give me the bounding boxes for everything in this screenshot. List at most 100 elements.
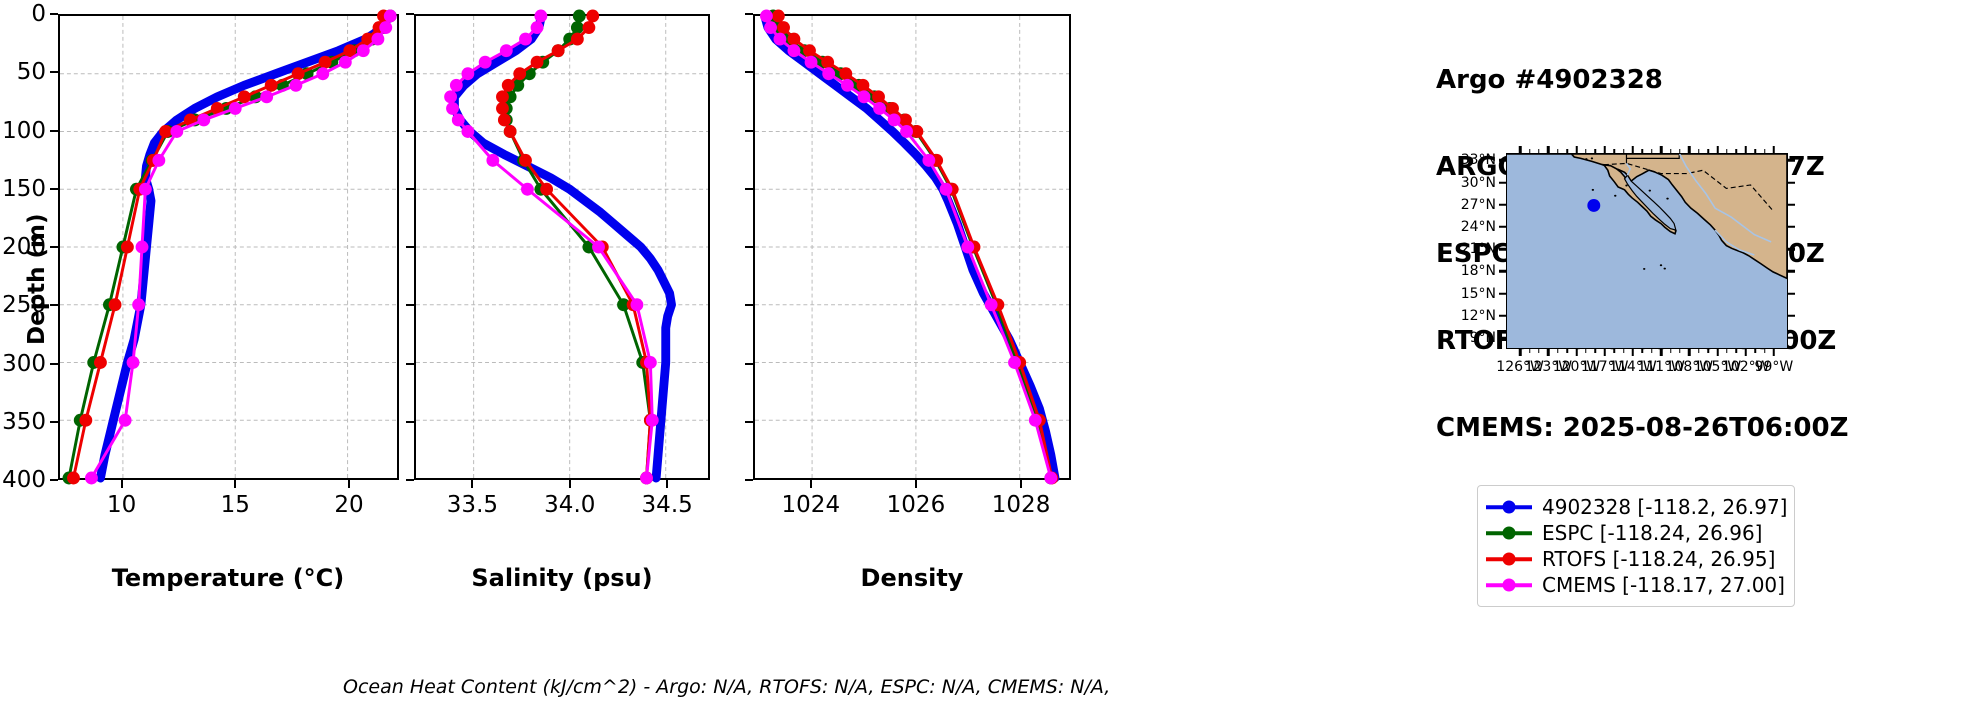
map-lon-minor-tick [1547, 349, 1550, 353]
map-lon-minor-tick [1697, 149, 1700, 153]
map-lat-label: 21°N [1460, 241, 1496, 258]
map-lon-minor-tick [1528, 349, 1531, 353]
y-tick-label: 200 [2, 234, 46, 260]
y-tick-mark [50, 246, 58, 248]
map-lat-tick-mark-right [1788, 203, 1795, 207]
map-lat-label: 18°N [1460, 263, 1496, 280]
y-tick-mark [50, 420, 58, 423]
map-lon-minor-tick [1641, 149, 1644, 153]
map-lon-minor-tick [1707, 349, 1709, 353]
x-tick-mark [809, 480, 812, 488]
map-lon-minor-tick [1754, 349, 1756, 353]
y-tick-mark [406, 304, 414, 307]
temperature-plot-area [60, 9, 397, 485]
legend-dot [1502, 552, 1516, 566]
map-lat-label: 9°N [1469, 329, 1496, 346]
y-tick-label: 150 [2, 175, 46, 202]
map-lon-minor-tick [1669, 149, 1672, 153]
x-tick-mark [914, 480, 917, 488]
series-4902328 [760, 13, 1060, 483]
x-tick-mark [347, 480, 350, 488]
header-line-argo-id: Argo #4902328 [1436, 65, 1663, 95]
map-lon-minor-tick [1538, 349, 1540, 353]
map-lon-label: 111°W [1637, 359, 1685, 375]
x-tick-mark [1020, 480, 1023, 488]
series-cmems [444, 9, 659, 485]
series-cmems [85, 9, 397, 485]
y-tick-mark [406, 420, 414, 423]
y-tick-mark [406, 187, 414, 190]
map-lon-minor-tick [1519, 349, 1521, 353]
map-lon-minor-tick [1528, 149, 1531, 153]
map-lon-minor-tick [1735, 149, 1738, 153]
map-lat-tick-mark [1499, 336, 1506, 340]
map-lat-tick-mark [1499, 314, 1506, 317]
map-lon-minor-tick [1603, 149, 1606, 153]
map-lon-minor-tick [1622, 149, 1625, 153]
x-tick-mark [568, 480, 571, 488]
map-lat-label: 30°N [1460, 174, 1496, 191]
legend-label: 4902328 [-118.2, 26.97] [1542, 495, 1788, 519]
y-tick-mark [50, 187, 58, 190]
map-lon-minor-tick [1688, 149, 1691, 153]
map-lat-tick-mark [1499, 292, 1506, 295]
x-tick-mark [666, 480, 669, 488]
legend-marker-cmems [1486, 578, 1532, 592]
y-tick-mark [745, 479, 753, 481]
map-lon-minor-tick [1519, 149, 1521, 153]
series-4902328 [449, 13, 676, 483]
temperature-panel [58, 9, 399, 485]
location-map[interactable] [1506, 153, 1788, 349]
density-panel [753, 9, 1071, 485]
salinity-plot-area [416, 9, 708, 485]
map-lat-tick-mark [1499, 203, 1506, 207]
y-tick-label: 50 [16, 59, 46, 86]
map-lon-minor-tick [1660, 349, 1662, 353]
y-tick-label: 0 [31, 1, 46, 27]
map-lon-label: 123°W [1524, 359, 1573, 375]
x-tick-mark [120, 480, 123, 488]
map-lat-tick-mark-right [1788, 159, 1795, 162]
map-lon-minor-tick [1575, 149, 1578, 153]
legend-item-argo[interactable]: 4902328 [-118.2, 26.97] [1486, 494, 1788, 520]
y-tick-mark [745, 304, 753, 307]
series-legend: 4902328 [-118.2, 26.97] ESPC [-118.24, 26… [1477, 485, 1795, 607]
map-lon-minor-tick [1632, 149, 1634, 153]
y-tick-mark [50, 479, 58, 481]
map-lon-minor-tick [1566, 149, 1568, 153]
map-lat-label: 27°N [1460, 196, 1496, 213]
y-tick-mark [745, 362, 753, 365]
legend-item-espc[interactable]: ESPC [-118.24, 26.96] [1486, 520, 1784, 546]
temperature-axis-label: Temperature (°C) [111, 564, 345, 592]
y-tick-label: 400 [2, 467, 46, 493]
x-tick-label: 1024 [781, 492, 841, 518]
map-lon-minor-tick [1556, 349, 1559, 353]
y-tick-mark [406, 13, 414, 15]
legend-label: CMEMS [-118.17, 27.00] [1542, 573, 1785, 597]
x-tick-label: 10 [107, 492, 137, 518]
map-lat-tick-mark-right [1788, 225, 1795, 229]
density-plot-area [755, 9, 1069, 485]
ocean-heat-content-caption: Ocean Heat Content (kJ/cm^2) - Argo: N/A… [343, 676, 1111, 698]
map-lon-minor-tick [1594, 149, 1597, 153]
map-lon-minor-tick [1726, 349, 1728, 353]
map-lat-tick-mark [1499, 159, 1506, 162]
map-lat-label: 33°N [1460, 152, 1496, 169]
map-lon-label: 114°W [1609, 359, 1657, 375]
map-lon-minor-tick [1613, 349, 1615, 353]
map-lat-tick-mark [1499, 270, 1506, 273]
legend-dot [1502, 578, 1516, 592]
y-tick-mark [50, 13, 58, 15]
map-lon-minor-tick [1650, 149, 1653, 153]
map-lon-label: 117°W [1580, 359, 1629, 375]
y-tick-label: 300 [2, 350, 46, 377]
map-lon-minor-tick [1688, 349, 1691, 353]
legend-item-cmems[interactable]: CMEMS [-118.17, 27.00] [1486, 572, 1785, 598]
map-lon-minor-tick [1585, 149, 1587, 153]
legend-item-rtofs[interactable]: RTOFS [-118.24, 26.95] [1486, 546, 1784, 572]
map-lat-label: 12°N [1460, 307, 1496, 324]
map-lon-label: 105°W [1693, 359, 1742, 375]
y-tick-mark [50, 304, 58, 307]
map-lon-label: 108°W [1665, 359, 1714, 375]
